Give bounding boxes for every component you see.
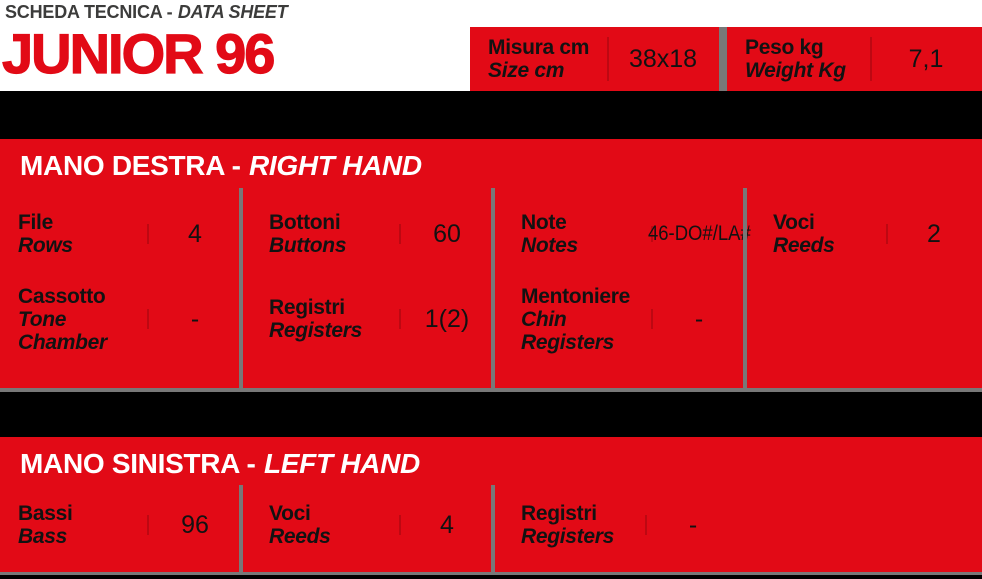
section-title-it: MANO SINISTRA -	[20, 448, 256, 479]
cell-label-en: Reeds	[773, 234, 835, 257]
section-left-hand-title: MANO SINISTRA - LEFT HAND	[20, 448, 420, 480]
spec-grid: Bassi Bass 96 Voci Reeds 4 Registri Regi	[0, 485, 982, 565]
cell-value: 4	[147, 220, 243, 249]
section-right-hand-body: File Rows 4 Bottoni Buttons 60 Note Note	[0, 188, 982, 388]
cell-empty	[747, 280, 982, 358]
cell-label: Mentoniere Chin Registers	[495, 285, 651, 354]
column-separator	[491, 188, 495, 388]
cell-tone-chamber: Cassotto Tone Chamber -	[0, 280, 243, 358]
cell-value: 4	[399, 511, 495, 540]
spec-label-en: Weight Kg	[745, 59, 846, 82]
cell-label-it: Voci	[269, 502, 311, 525]
section-left-hand: MANO SINISTRA - LEFT HAND Bassi Bass 96 V…	[0, 437, 982, 575]
black-band-top	[0, 91, 982, 139]
cell-label: Voci Reeds	[243, 502, 399, 548]
cell-bass: Bassi Bass 96	[0, 485, 243, 565]
section-right-hand-title: MANO DESTRA - RIGHT HAND	[20, 150, 422, 182]
cell-label-it: File	[18, 211, 53, 234]
cell-label: Bottoni Buttons	[243, 211, 399, 257]
cell-label-it: Mentoniere	[521, 284, 631, 308]
cell-label-it: Registri	[521, 502, 597, 525]
cell-label-en: Bass	[18, 525, 68, 548]
cell-label: Voci Reeds	[747, 211, 886, 257]
spec-box-weight-value: 7,1	[870, 27, 982, 91]
cell-label: Note Notes	[495, 211, 651, 257]
spec-grid: File Rows 4 Bottoni Buttons 60 Note Note	[0, 188, 982, 358]
spec-label-en: Size cm	[488, 59, 565, 82]
cell-label-en: Rows	[18, 234, 73, 257]
spec-label-it: Misura cm	[488, 36, 590, 59]
spec-box-weight: Peso kg Weight Kg 7,1	[727, 27, 982, 91]
cell-notes: Note Notes 46-DO#/LA#	[495, 188, 751, 280]
cell-reeds-right: Voci Reeds 2	[747, 188, 982, 280]
cell-label-it: Bassi	[18, 502, 73, 525]
spec-box-size: Misura cm Size cm 38x18	[470, 27, 719, 91]
cell-chin-registers: Mentoniere Chin Registers -	[495, 280, 747, 358]
doc-type-title-it: SCHEDA TECNICA -	[5, 2, 173, 22]
model-title: JUNIOR 96	[1, 21, 276, 85]
spec-label-it: Peso kg	[745, 36, 824, 59]
column-separator	[743, 188, 747, 388]
cell-label-it: Cassotto	[18, 284, 106, 308]
cell-rows: File Rows 4	[0, 188, 243, 280]
cell-label: Cassotto Tone Chamber	[0, 285, 147, 354]
cell-label-it: Registri	[269, 296, 345, 319]
cell-value: 2	[886, 220, 982, 249]
cell-reeds-left: Voci Reeds 4	[243, 485, 495, 565]
cell-value: 46-DO#/LA#	[648, 222, 751, 246]
cell-value: -	[651, 305, 747, 334]
cell-value-text: 46-DO#/LA#	[647, 222, 751, 245]
doc-type-title: SCHEDA TECNICA - DATA SHEET	[5, 2, 288, 23]
cell-label-en: Buttons	[269, 234, 347, 257]
cell-value: 96	[147, 511, 243, 540]
section-title-it: MANO DESTRA -	[20, 150, 241, 181]
cell-label: Bassi Bass	[0, 502, 147, 548]
cell-label-it: Bottoni	[269, 211, 341, 234]
cell-label-en: Tone Chamber	[18, 307, 107, 354]
cell-label-it: Voci	[773, 211, 815, 234]
cell-registers-left: Registri Registers -	[495, 485, 982, 565]
spec-box-size-label: Misura cm Size cm	[470, 27, 607, 91]
spec-box-size-value: 38x18	[607, 27, 719, 91]
cell-label: Registri Registers	[243, 296, 399, 342]
cell-label-it: Note	[521, 211, 567, 234]
black-band-middle	[0, 392, 982, 437]
cell-label-en: Chin Registers	[521, 307, 615, 354]
black-band-bottom	[0, 575, 982, 579]
column-separator	[239, 485, 243, 572]
cell-value: 1(2)	[399, 305, 495, 334]
cell-registers-right: Registri Registers 1(2)	[243, 280, 495, 358]
column-separator	[491, 485, 495, 572]
cell-label-en: Registers	[521, 525, 615, 548]
section-right-hand: MANO DESTRA - RIGHT HAND File Rows 4 Bott…	[0, 139, 982, 392]
cell-label-en: Reeds	[269, 525, 331, 548]
cell-label: Registri Registers	[495, 502, 645, 548]
section-left-hand-body: Bassi Bass 96 Voci Reeds 4 Registri Regi	[0, 485, 982, 572]
cell-label-en: Notes	[521, 234, 578, 257]
spec-box-weight-label: Peso kg Weight Kg	[727, 27, 870, 91]
column-separator	[239, 188, 243, 388]
section-title-en: LEFT HAND	[263, 448, 420, 479]
section-title-en: RIGHT HAND	[249, 150, 422, 181]
spec-box-divider	[719, 27, 727, 91]
cell-value: -	[645, 511, 741, 540]
cell-label: File Rows	[0, 211, 147, 257]
cell-buttons: Bottoni Buttons 60	[243, 188, 495, 280]
cell-value: -	[147, 305, 243, 334]
cell-value: 60	[399, 220, 495, 249]
cell-label-en: Registers	[269, 319, 363, 342]
doc-type-title-en: DATA SHEET	[177, 2, 288, 22]
